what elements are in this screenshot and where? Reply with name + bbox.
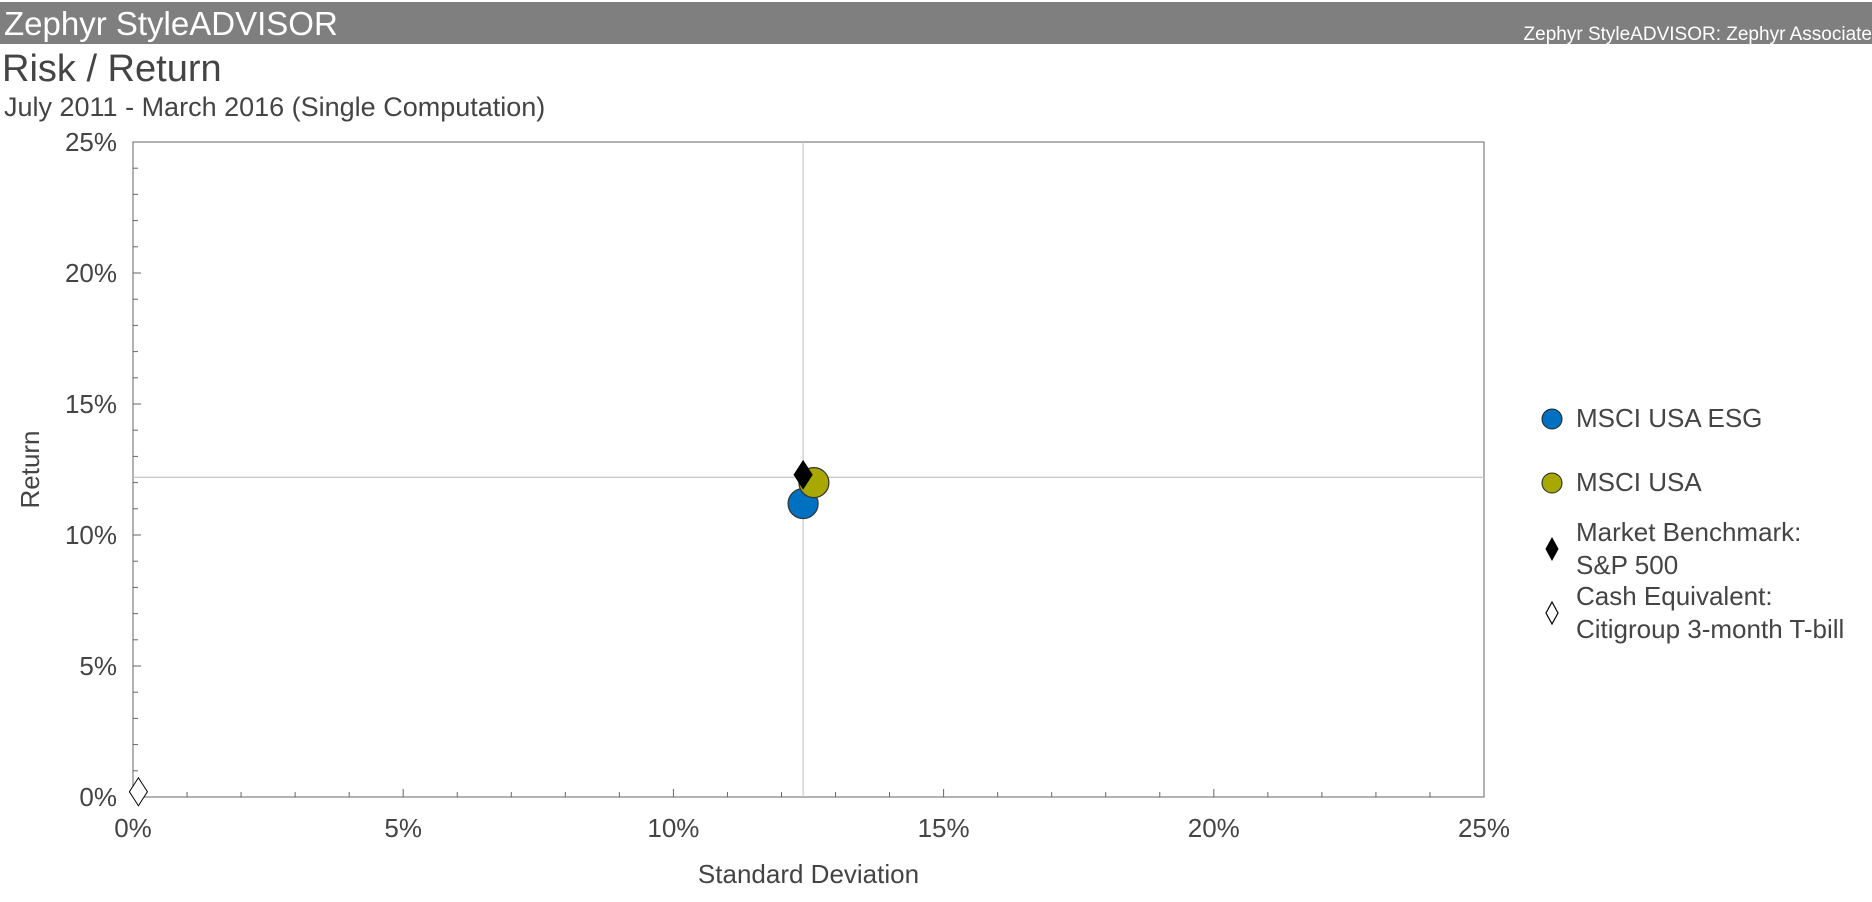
- y-tick-label: 15%: [65, 389, 117, 419]
- x-tick-label: 25%: [1458, 813, 1510, 843]
- y-tick-label: 10%: [65, 520, 117, 550]
- y-tick-label: 0%: [79, 782, 117, 812]
- x-tick-label: 10%: [647, 813, 699, 843]
- legend-diamond-open-icon: [1545, 600, 1559, 626]
- legend-label-line2: S&P 500: [1576, 550, 1679, 580]
- app-subtitle: Zephyr StyleADVISOR: Zephyr Associate: [1523, 24, 1872, 45]
- legend-circle-icon: [1541, 472, 1563, 494]
- x-axis-label: Standard Deviation: [698, 859, 919, 889]
- legend-circle-icon: [1541, 408, 1563, 430]
- legend-label-line2: Citigroup 3-month T-bill: [1576, 614, 1845, 644]
- x-tick-label: 5%: [384, 813, 422, 843]
- legend-diamond-filled-icon: [1545, 536, 1559, 562]
- x-tick-label: 0%: [114, 813, 152, 843]
- data-point-cash-equivalent-citigroup-3-month-t-bill: [128, 776, 148, 807]
- legend-label: MSCI USA: [1576, 467, 1702, 497]
- page-title: Risk / Return: [2, 48, 222, 90]
- data-point-market-benchmark-s-p-500: [793, 459, 813, 490]
- y-tick-label: 20%: [65, 258, 117, 288]
- title-bar: Zephyr StyleADVISOR Zephyr StyleADVISOR:…: [0, 2, 1872, 45]
- app-title: Zephyr StyleADVISOR: [4, 5, 338, 42]
- legend-label: Market Benchmark:: [1576, 517, 1802, 547]
- x-tick-label: 20%: [1188, 813, 1240, 843]
- x-tick-label: 15%: [918, 813, 970, 843]
- y-axis-label: Return: [15, 430, 45, 508]
- y-tick-label: 25%: [65, 127, 117, 157]
- legend-label: Cash Equivalent:: [1576, 581, 1773, 611]
- y-tick-label: 5%: [79, 651, 117, 681]
- page-subtitle: July 2011 - March 2016 (Single Computati…: [4, 92, 546, 122]
- legend-label: MSCI USA ESG: [1576, 403, 1763, 433]
